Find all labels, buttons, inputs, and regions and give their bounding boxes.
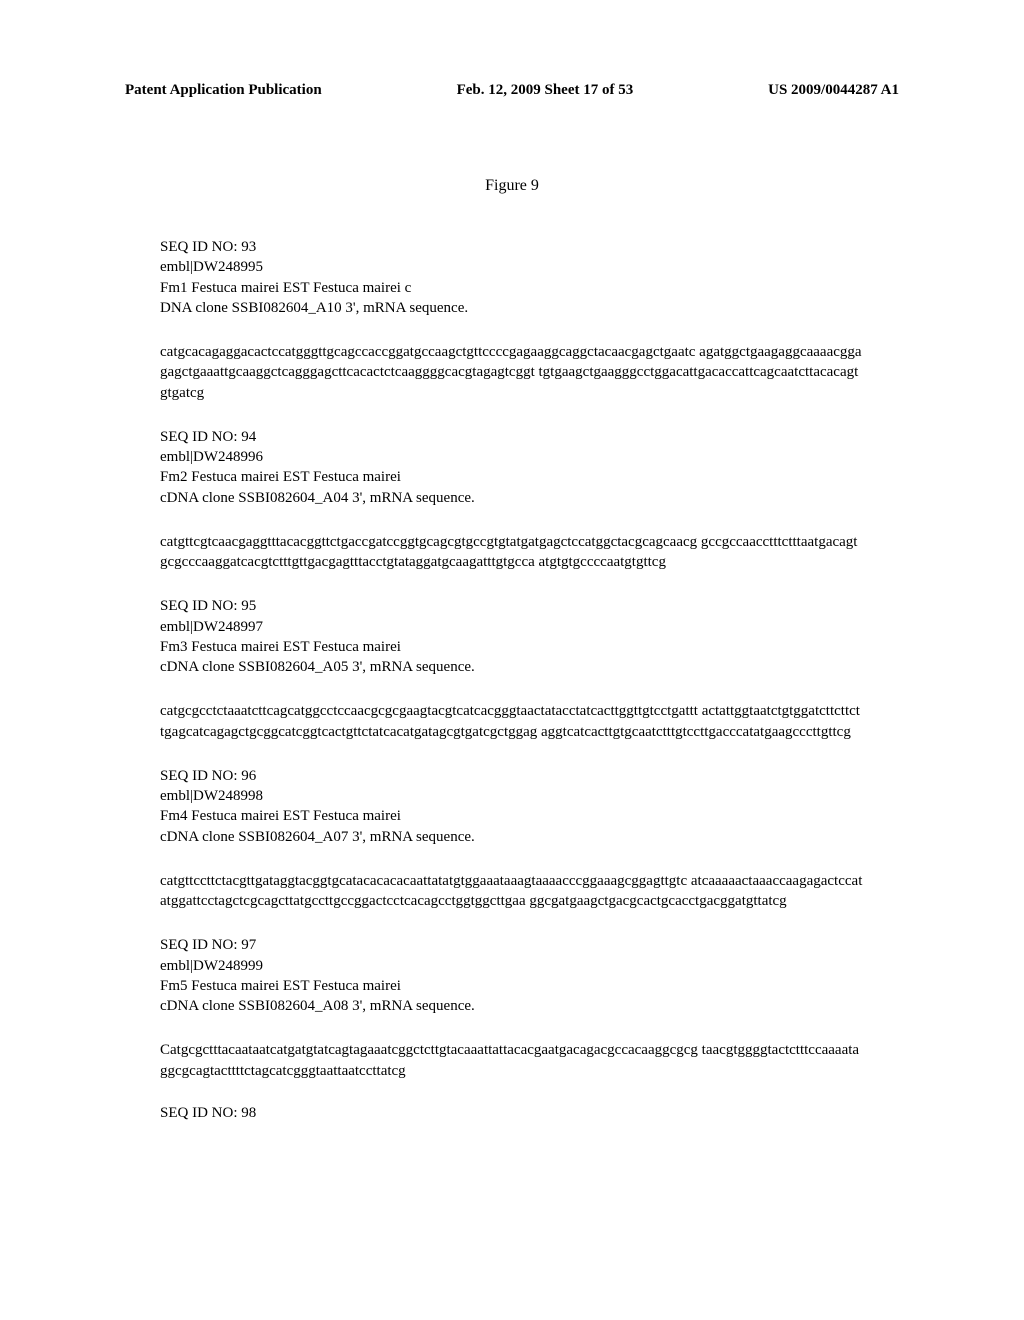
sequence-block: SEQ ID NO: 95 embl|DW248997 Fm3 Festuca … <box>160 596 864 742</box>
seq-desc1: Fm3 Festuca mairei EST Festuca mairei <box>160 637 864 657</box>
seq-desc1: Fm2 Festuca mairei EST Festuca mairei <box>160 467 864 487</box>
seq-id-final: SEQ ID NO: 98 <box>160 1105 864 1122</box>
header-date-sheet: Feb. 12, 2009 Sheet 17 of 53 <box>457 82 634 99</box>
sequence-block: SEQ ID NO: 93 embl|DW248995 Fm1 Festuca … <box>160 237 864 403</box>
seq-id: SEQ ID NO: 95 <box>160 596 864 616</box>
seq-desc2: cDNA clone SSBI082604_A08 3', mRNA seque… <box>160 996 864 1016</box>
seq-id: SEQ ID NO: 94 <box>160 427 864 447</box>
seq-embl: embl|DW248999 <box>160 956 864 976</box>
seq-embl: embl|DW248998 <box>160 786 864 806</box>
header-patent-number: US 2009/0044287 A1 <box>768 82 899 99</box>
sequence-block: SEQ ID NO: 96 embl|DW248998 Fm4 Festuca … <box>160 766 864 912</box>
seq-data: catgttcgtcaacgaggtttacacggttctgaccgatccg… <box>160 532 864 573</box>
seq-desc1: Fm1 Festuca mairei EST Festuca mairei c <box>160 278 864 298</box>
seq-id: SEQ ID NO: 97 <box>160 935 864 955</box>
seq-id: SEQ ID NO: 96 <box>160 766 864 786</box>
header-publication: Patent Application Publication <box>125 82 322 99</box>
seq-desc2: cDNA clone SSBI082604_A05 3', mRNA seque… <box>160 657 864 677</box>
seq-desc1: Fm5 Festuca mairei EST Festuca mairei <box>160 976 864 996</box>
seq-data: catgcgcctctaaatcttcagcatggcctccaacgcgcga… <box>160 701 864 742</box>
seq-desc2: cDNA clone SSBI082604_A04 3', mRNA seque… <box>160 488 864 508</box>
sequence-block: SEQ ID NO: 94 embl|DW248996 Fm2 Festuca … <box>160 427 864 573</box>
content-area: SEQ ID NO: 93 embl|DW248995 Fm1 Festuca … <box>0 237 1024 1122</box>
seq-desc2: cDNA clone SSBI082604_A07 3', mRNA seque… <box>160 827 864 847</box>
page-header: Patent Application Publication Feb. 12, … <box>0 0 1024 99</box>
seq-desc1: Fm4 Festuca mairei EST Festuca mairei <box>160 806 864 826</box>
seq-data: Catgcgctttacaataatcatgatgtatcagtagaaatcg… <box>160 1040 864 1081</box>
seq-embl: embl|DW248996 <box>160 447 864 467</box>
seq-id: SEQ ID NO: 93 <box>160 237 864 257</box>
seq-embl: embl|DW248995 <box>160 257 864 277</box>
seq-desc2: DNA clone SSBI082604_A10 3', mRNA sequen… <box>160 298 864 318</box>
sequence-block: SEQ ID NO: 97 embl|DW248999 Fm5 Festuca … <box>160 935 864 1081</box>
seq-embl: embl|DW248997 <box>160 617 864 637</box>
figure-title: Figure 9 <box>0 177 1024 195</box>
seq-data: catgcacagaggacactccatgggttgcagccaccggatg… <box>160 342 864 403</box>
seq-data: catgttccttctacgttgataggtacggtgcatacacaca… <box>160 871 864 912</box>
